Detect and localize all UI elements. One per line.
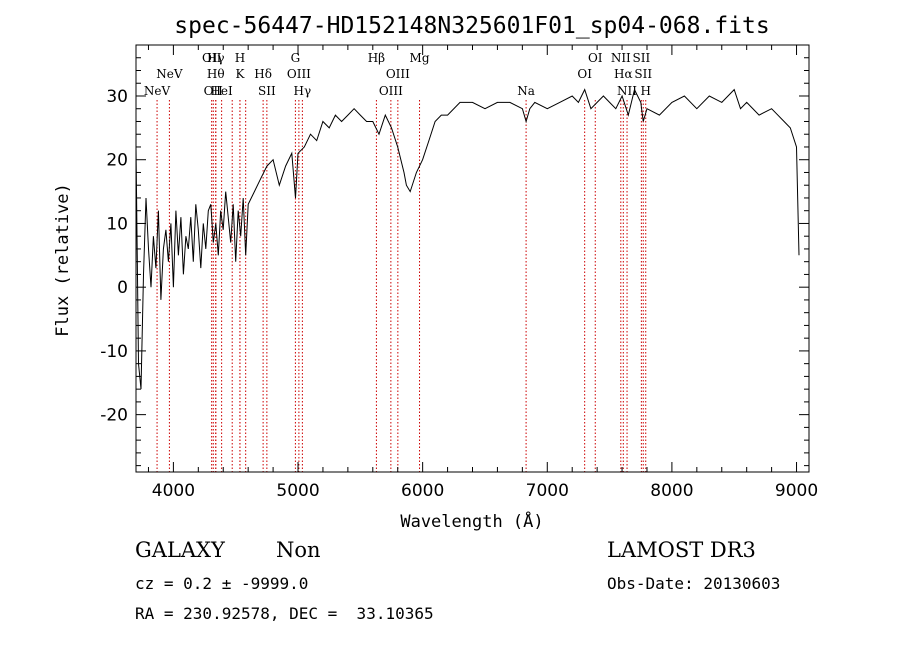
spectral-line-label: OII	[204, 84, 224, 98]
x-tick-label: 7000	[526, 481, 569, 501]
y-tick-label: -10	[100, 342, 128, 362]
plot-frame	[135, 44, 810, 473]
object-class: GALAXY	[135, 538, 225, 562]
spectral-line-label: Na	[517, 84, 535, 98]
object-subclass: Non	[276, 538, 321, 562]
spectral-line-label: H	[235, 51, 245, 65]
spectral-line-label: Hγ	[207, 51, 225, 65]
spectral-line-label: OIII	[287, 67, 311, 81]
spectral-line-label: OII	[202, 51, 222, 65]
x-tick-label: 5000	[276, 481, 319, 501]
observation-date: Obs-Date: 20130603	[607, 574, 781, 593]
spectral-line-label: OIII	[386, 67, 410, 81]
chart-title: spec-56447-HD152148N325601F01_sp04-068.f…	[174, 13, 769, 39]
x-axis-label: Wavelength (Å)	[400, 510, 543, 532]
spectrum-line	[135, 88, 800, 390]
spectral-line-label: NII	[617, 84, 637, 98]
y-tick-label: 20	[106, 151, 128, 171]
redshift-readout: cz = 0.2 ± -9999.0	[135, 574, 309, 593]
spectral-line-label: K	[235, 67, 245, 81]
x-tick-label: 4000	[152, 481, 195, 501]
x-tick-label: 8000	[650, 481, 693, 501]
spectral-line-label: SII	[634, 67, 652, 81]
spectral-line-label: Mg	[410, 51, 430, 65]
spectral-line-label: NII	[611, 51, 631, 65]
spectral-line-label: NeV	[144, 84, 171, 98]
spectral-line-label: OI	[577, 67, 592, 81]
x-tick-label: 6000	[401, 481, 444, 501]
x-tick-label: 9000	[775, 481, 818, 501]
spectral-line-label: OI	[588, 51, 603, 65]
spectral-line-label: Hβ	[368, 51, 385, 65]
y-tick-label: 30	[106, 87, 128, 107]
x-axis-ticks: 4000 5000 6000 7000 8000 9000	[147, 45, 818, 501]
spectral-line-label: NeV	[156, 67, 183, 81]
spectral-line-label: SII	[258, 84, 276, 98]
spectral-line-label: HeI	[210, 84, 233, 98]
y-tick-label: 0	[117, 278, 128, 298]
spectral-line-label: Hγ	[294, 84, 312, 98]
survey-name: LAMOST DR3	[607, 538, 756, 562]
y-tick-label: 10	[106, 214, 128, 234]
spectrum-series	[135, 88, 800, 390]
spectral-line-label: H	[641, 84, 651, 98]
spectral-line-label: Hα	[614, 67, 633, 81]
y-axis-label: Flux (relative)	[53, 183, 73, 337]
spectral-line-label: Hθ	[207, 67, 225, 81]
spectral-line-label: OIII	[379, 84, 403, 98]
spectral-line-label: Hδ	[254, 67, 272, 81]
spectral-line-label: SII	[633, 51, 651, 65]
y-tick-label: -20	[100, 406, 128, 426]
y-axis-ticks: -20 -10 0 10 20 30	[100, 57, 809, 467]
coordinates-readout: RA = 230.92578, DEC = 33.10365	[135, 604, 434, 623]
spectral-line-label: G	[291, 51, 301, 65]
